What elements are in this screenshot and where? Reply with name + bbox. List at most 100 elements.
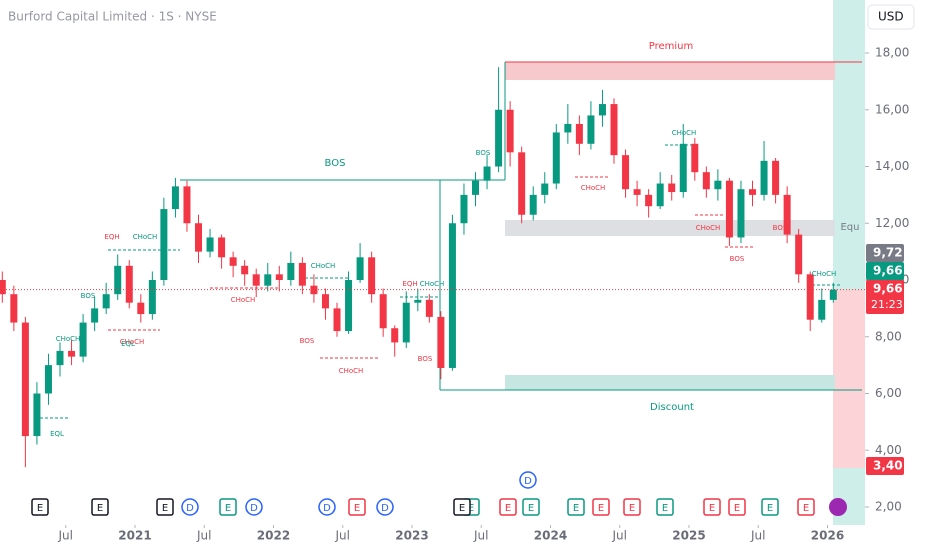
currency-button[interactable] [867,4,915,30]
candle-body [564,123,572,133]
discount-zone [505,375,835,390]
equilibrium-zone [505,220,835,236]
y-tick-label: 2,00 [875,500,902,514]
candle-body [91,308,99,323]
event-label: E [598,503,604,514]
candle-body [518,152,526,215]
candle-body [391,328,399,343]
event-label: E [734,503,740,514]
candle-body [148,280,156,315]
candle-body [0,280,6,295]
event-label: E [468,503,474,514]
candle-body [287,262,295,280]
premium-zone [505,62,835,80]
candle-body [402,302,410,343]
candle-body [460,194,468,224]
candle-body [495,109,503,167]
candle-body [21,322,29,437]
candle-body [33,393,41,437]
candle-body [610,104,618,156]
event-icon [31,498,49,516]
candle-body [772,160,780,195]
candle-body [44,365,52,394]
x-tick-label: Jul [750,529,765,543]
candle-body [749,189,757,195]
event-label: E [225,503,231,514]
x-tick-label: 2022 [257,529,290,543]
candle-body [702,172,710,190]
price-badge-label: 9,72 [873,246,903,260]
y-tick-label: 8,00 [875,329,902,343]
candle-body [137,302,145,315]
candle-body [229,257,237,266]
x-tick-label: 2021 [118,529,151,543]
event-label: D [524,476,532,487]
candle-body [218,237,226,258]
event-icon [797,498,815,516]
event-label: E [459,503,465,514]
event-icon [219,498,237,516]
smc-label: Discount [650,402,694,413]
event-icon [761,498,779,516]
candle-body [472,180,480,195]
candle-body [818,299,826,320]
event-label: D [186,503,194,514]
candle-body [310,285,318,295]
event-label: D [381,503,389,514]
candle-body [114,265,122,295]
event-icon [592,498,610,516]
candle-body [679,143,687,193]
event-icon [318,498,336,516]
event-icon [656,498,674,516]
projection-zone [833,290,865,468]
event-label: E [709,503,715,514]
candle-body [483,166,491,181]
smc-label: CHoCH [339,367,364,375]
smc-label: BOS [730,255,745,263]
candle-body [795,234,803,275]
x-tick-label: Jul [473,529,488,543]
event-icon [453,498,471,516]
candle-body [737,189,745,238]
candle-body [645,194,653,207]
smc-label: CHoCH [133,233,158,241]
y-tick-label: 16,00 [875,102,909,116]
event-icon [519,471,537,489]
event-icon [522,498,540,516]
candle-body [183,186,191,224]
event-icon [376,498,394,516]
candle-body [668,183,676,193]
smc-label: BOS [418,355,433,363]
event-label: E [767,503,773,514]
candle-body [437,316,445,368]
candle-body [10,294,18,323]
x-tick-label: 2026 [811,529,844,543]
candle-body [333,308,341,332]
candle-body [725,180,733,238]
price-badge [866,262,904,280]
candle-body [425,299,433,317]
candle-body [448,223,456,368]
candle-body [56,350,64,366]
symbol-title: Burford Capital Limited · 1S · NYSE [8,10,217,24]
x-tick-label: 2025 [672,529,705,543]
candle-body [587,115,595,144]
price-badge [866,280,904,314]
smc-label: EQL [121,340,135,348]
candle-body [541,183,549,195]
y-tick-label: 18,00 [875,46,909,60]
currency[interactable]: USD [878,10,904,24]
candle-body [68,350,76,357]
smc-label: EQL [50,430,64,438]
price-badge-label: 9,66 [873,264,903,278]
candle-body [264,274,272,286]
event-label: E [162,503,168,514]
price-badge-label: 3,40 [873,459,903,473]
x-tick-label: Jul [612,529,627,543]
y-tick-label: 4,00 [875,443,902,457]
event-icon [728,498,746,516]
smc-label: CHoCH [56,335,81,343]
candle-body [656,183,664,207]
candle-body [345,280,353,332]
smc-label: CHoCH [812,270,837,278]
